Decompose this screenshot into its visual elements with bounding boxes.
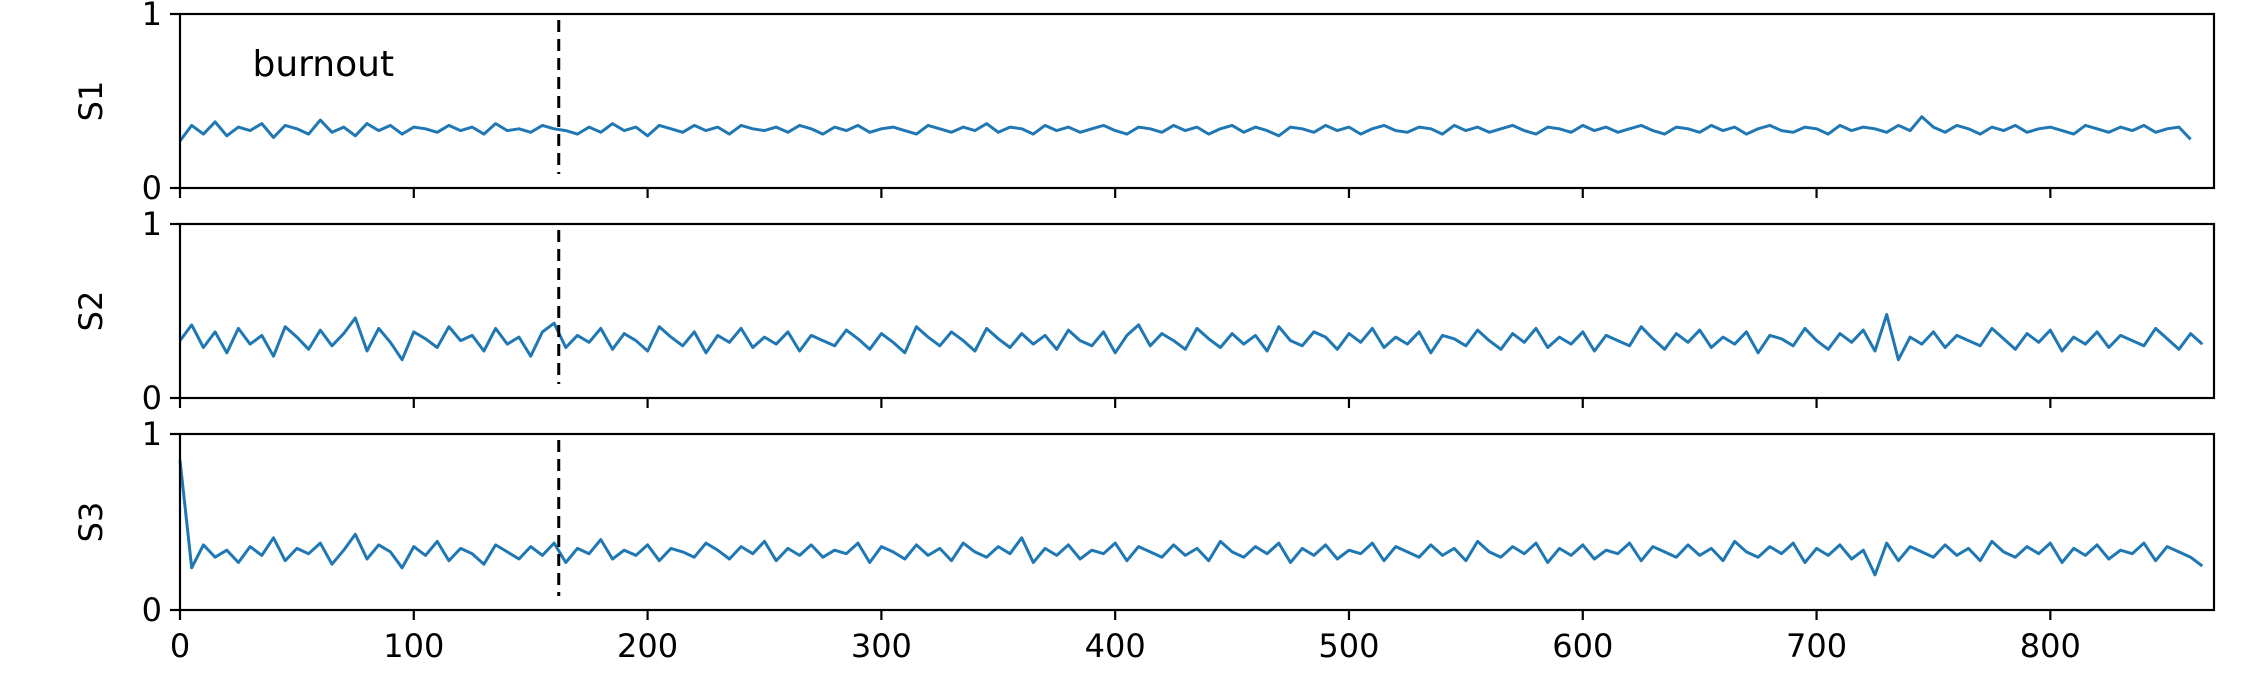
subplot-s2: 0 1 S2 xyxy=(72,205,2216,417)
y-tick-label: 1 xyxy=(142,205,162,243)
x-tick-label: 200 xyxy=(617,627,678,665)
axes-frame xyxy=(178,12,2216,190)
subplot-s1: 0 1 S1 burnout xyxy=(72,0,2216,207)
x-tick-label: 100 xyxy=(383,627,444,665)
axes-frame xyxy=(178,432,2216,612)
series-line-s1 xyxy=(178,115,2192,142)
x-tick-label: 500 xyxy=(1318,627,1379,665)
y-tick-label: 0 xyxy=(142,591,162,629)
y-tick-label: 1 xyxy=(142,0,162,33)
y-tick-label: 0 xyxy=(142,169,162,207)
axes-frame xyxy=(178,222,2216,400)
x-tick-label: 800 xyxy=(2020,627,2081,665)
x-tick-label: 600 xyxy=(1552,627,1613,665)
y-tick-label: 1 xyxy=(142,415,162,453)
y-tick-label: 0 xyxy=(142,379,162,417)
y-axis-label: S2 xyxy=(72,291,110,332)
x-tick-label: 700 xyxy=(1786,627,1847,665)
burnout-annotation: burnout xyxy=(252,44,394,85)
subplot-s3: 0 1 S3 xyxy=(72,415,2216,629)
x-axis: 0 100 200 300 400 500 600 700 800 xyxy=(170,627,2081,665)
series-line-s2 xyxy=(178,313,2204,362)
y-axis-label: S3 xyxy=(72,502,110,543)
x-tick-label: 300 xyxy=(851,627,912,665)
series-line-s3 xyxy=(178,460,2204,577)
y-axis-label: S1 xyxy=(72,81,110,122)
x-tick-label: 0 xyxy=(170,627,190,665)
x-tick-label: 400 xyxy=(1085,627,1146,665)
